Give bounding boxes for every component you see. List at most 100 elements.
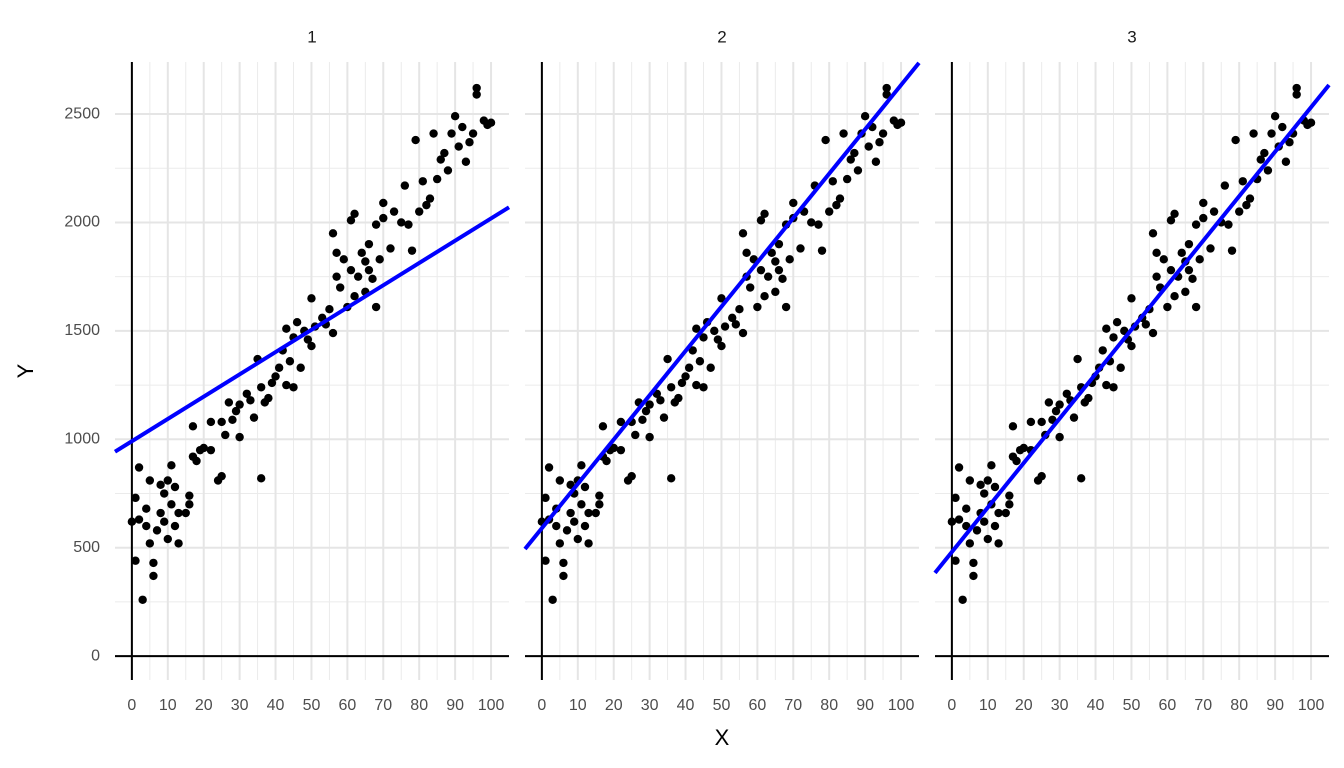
point xyxy=(407,246,417,255)
point xyxy=(1163,302,1172,312)
x-tick-label: 20 xyxy=(195,697,213,714)
point xyxy=(217,471,226,481)
point xyxy=(246,396,255,405)
point xyxy=(411,135,420,145)
point xyxy=(1306,118,1316,127)
point xyxy=(1267,129,1276,138)
point xyxy=(361,257,370,266)
point xyxy=(825,207,834,216)
point xyxy=(1170,291,1179,301)
point xyxy=(1044,398,1054,407)
point xyxy=(584,508,593,518)
point xyxy=(465,138,474,147)
point xyxy=(878,129,888,138)
point xyxy=(231,406,241,416)
point xyxy=(1245,194,1255,203)
point xyxy=(584,539,593,548)
x-tick-label: 0 xyxy=(127,697,136,714)
point xyxy=(1051,406,1061,416)
point xyxy=(1005,491,1014,500)
point xyxy=(357,248,366,258)
x-tick-label: 30 xyxy=(1051,697,1069,714)
point xyxy=(570,517,579,526)
point xyxy=(217,417,226,427)
point xyxy=(440,148,449,158)
point xyxy=(267,378,277,388)
point xyxy=(425,194,435,203)
point xyxy=(285,357,295,366)
x-tick-label: 80 xyxy=(820,697,838,714)
point xyxy=(684,363,694,372)
point xyxy=(296,363,305,372)
point xyxy=(699,383,708,392)
x-tick-label: 10 xyxy=(159,697,177,714)
point xyxy=(486,118,496,127)
point xyxy=(990,521,1000,531)
point xyxy=(814,220,823,229)
point xyxy=(785,255,794,264)
point xyxy=(1109,333,1118,342)
point xyxy=(325,305,334,314)
fit-line xyxy=(933,83,1331,575)
x-tick-label: 50 xyxy=(713,697,731,714)
point xyxy=(256,383,266,392)
point xyxy=(983,476,992,485)
point xyxy=(142,504,151,513)
point xyxy=(1220,181,1230,190)
point xyxy=(832,200,841,210)
point xyxy=(174,508,183,518)
point xyxy=(947,517,957,526)
y-axis-title: Y xyxy=(13,363,38,378)
point xyxy=(346,216,356,225)
fit-line xyxy=(113,205,511,454)
point xyxy=(860,112,870,121)
point xyxy=(1281,157,1291,166)
point xyxy=(994,508,1003,518)
point xyxy=(951,493,960,503)
point xyxy=(994,539,1003,548)
point xyxy=(174,539,183,548)
point xyxy=(328,328,338,338)
point xyxy=(987,461,996,470)
point xyxy=(846,155,855,164)
point xyxy=(1055,400,1064,409)
point xyxy=(142,521,151,531)
fit-line xyxy=(523,61,921,551)
point xyxy=(875,138,884,147)
y-tick-label: 1000 xyxy=(64,431,100,448)
point xyxy=(1224,220,1233,229)
point xyxy=(1235,207,1244,216)
point xyxy=(1037,417,1046,427)
point xyxy=(778,274,787,284)
point xyxy=(541,556,550,565)
point xyxy=(131,493,140,503)
point xyxy=(807,218,816,227)
point xyxy=(969,571,978,581)
point xyxy=(713,335,723,344)
point xyxy=(789,198,798,208)
point xyxy=(555,476,565,485)
point xyxy=(666,474,676,483)
point xyxy=(871,157,881,166)
point xyxy=(980,517,989,526)
point xyxy=(375,255,384,264)
point xyxy=(1008,422,1018,431)
point xyxy=(745,283,755,292)
point xyxy=(472,83,481,93)
point xyxy=(728,313,737,323)
point xyxy=(853,166,863,175)
point xyxy=(432,174,442,184)
point xyxy=(1152,248,1161,258)
point xyxy=(185,500,194,509)
point xyxy=(983,534,992,544)
point xyxy=(1191,302,1201,312)
x-tick-label: 30 xyxy=(231,697,249,714)
point xyxy=(307,341,316,351)
point xyxy=(980,489,989,498)
point xyxy=(1148,229,1158,238)
point xyxy=(450,112,460,121)
point xyxy=(1127,341,1136,351)
x-tick-label: 80 xyxy=(410,697,428,714)
y-tick-label: 1500 xyxy=(64,322,100,339)
point xyxy=(781,302,791,312)
